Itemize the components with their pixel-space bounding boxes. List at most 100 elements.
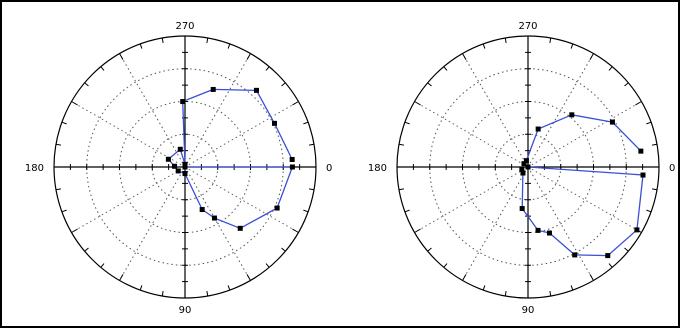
angle-tick — [549, 37, 552, 44]
angle-label-90: 90 — [522, 305, 535, 316]
data-point — [535, 126, 541, 132]
angle-tick — [608, 66, 613, 71]
grid-spoke — [527, 166, 642, 233]
data-point — [211, 215, 217, 221]
angle-label-90: 90 — [179, 305, 192, 316]
angle-tick — [482, 285, 486, 291]
data-point — [182, 161, 188, 167]
data-point — [180, 99, 186, 105]
angle-tick — [206, 290, 209, 297]
angle-tick — [61, 209, 67, 213]
angle-tick — [71, 101, 78, 106]
data-point — [609, 119, 615, 125]
angle-tick — [443, 66, 448, 71]
angle-tick — [281, 247, 286, 252]
angle-tick — [414, 101, 421, 106]
data-point — [634, 227, 640, 233]
angle-tick — [624, 247, 629, 252]
angle-tick — [246, 274, 251, 281]
data-point — [175, 168, 181, 174]
grid-spoke — [71, 101, 186, 168]
data-point — [210, 86, 216, 92]
grid-spoke — [184, 101, 299, 168]
angle-label-270: 270 — [518, 21, 537, 32]
angle-tick — [139, 43, 143, 49]
angle-tick — [482, 43, 486, 49]
data-point — [177, 146, 183, 152]
data-point — [199, 207, 205, 213]
angle-tick — [100, 263, 105, 268]
data-point — [535, 227, 541, 233]
data-point — [271, 120, 277, 126]
grid-spoke — [462, 53, 529, 168]
angle-tick — [55, 143, 62, 146]
angle-tick — [71, 228, 78, 233]
data-point — [521, 161, 527, 167]
angle-tick — [100, 66, 105, 71]
grid-spoke — [414, 101, 529, 168]
data-point — [605, 253, 611, 259]
data-point — [519, 166, 525, 172]
polar-chart-1: 0 90 180 270 — [25, 21, 332, 316]
angle-tick — [404, 209, 410, 213]
angle-label-0: 0 — [669, 163, 675, 174]
angle-tick — [404, 121, 410, 125]
data-point — [640, 172, 646, 178]
angle-tick — [84, 82, 89, 87]
grid-spoke — [119, 53, 186, 168]
angle-tick — [161, 290, 164, 297]
angle-label-270: 270 — [175, 21, 194, 32]
data-point — [182, 164, 188, 170]
angle-tick — [504, 290, 507, 297]
angle-tick — [462, 274, 467, 281]
grid-spoke — [184, 166, 299, 233]
angle-tick — [398, 188, 405, 191]
angle-tick — [646, 209, 652, 213]
angle-tick — [303, 209, 309, 213]
angle-tick — [281, 82, 286, 87]
angle-tick — [119, 274, 124, 281]
angle-label-180: 180 — [25, 163, 44, 174]
angle-tick — [427, 82, 432, 87]
angle-tick — [119, 53, 124, 60]
angle-tick — [570, 285, 574, 291]
grid-spoke — [462, 166, 529, 281]
angle-tick — [589, 53, 594, 60]
angle-tick — [308, 143, 315, 146]
angle-tick — [462, 53, 467, 60]
angle-tick — [589, 274, 594, 281]
grid-spoke — [71, 166, 186, 233]
angle-tick — [414, 228, 421, 233]
angle-tick — [55, 188, 62, 191]
data-point — [638, 148, 644, 154]
angle-tick — [504, 37, 507, 44]
data-point — [274, 205, 280, 211]
data-point — [519, 206, 525, 212]
grid-spoke — [184, 166, 251, 281]
angle-tick — [646, 121, 652, 125]
angle-tick — [161, 37, 164, 44]
angle-tick — [246, 53, 251, 60]
angle-tick — [443, 263, 448, 268]
angle-tick — [227, 43, 231, 49]
angle-tick — [84, 247, 89, 252]
data-point — [546, 230, 552, 236]
angle-tick — [570, 43, 574, 49]
data-point — [572, 252, 578, 258]
angle-label-180: 180 — [368, 163, 387, 174]
angle-label-0: 0 — [326, 163, 332, 174]
angle-tick — [549, 290, 552, 297]
grid-spoke — [414, 166, 529, 233]
angle-tick — [651, 143, 658, 146]
angle-tick — [308, 188, 315, 191]
polar-chart-2: 0 90 180 270 — [368, 21, 675, 316]
angle-tick — [624, 82, 629, 87]
data-point — [172, 163, 178, 169]
angle-tick — [303, 121, 309, 125]
data-point — [237, 225, 243, 231]
data-point — [253, 87, 259, 93]
angle-tick — [265, 66, 270, 71]
angle-tick — [265, 263, 270, 268]
